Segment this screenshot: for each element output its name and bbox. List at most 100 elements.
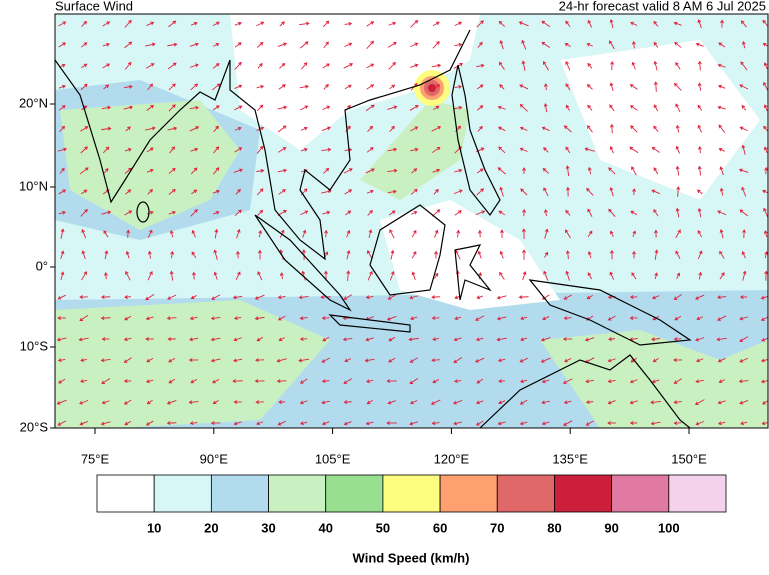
arrow [673,378,682,384]
colorbar-label: 50 [376,520,390,535]
arrow [409,295,419,300]
arrow [698,271,703,280]
arrow [650,421,661,426]
arrow [147,229,153,238]
arrow [497,126,506,132]
colorbar-title: Wind Speed (km/h) [353,550,470,565]
arrow [299,400,308,405]
arrow [411,271,416,280]
arrow [80,146,88,154]
arrow [232,295,243,300]
arrow [146,104,154,111]
arrow [719,187,724,196]
arrow [189,105,200,110]
arrow [697,60,702,71]
arrow [146,21,155,26]
arrow [432,84,441,90]
coastline [55,59,231,204]
arrow [761,337,768,342]
arrow [255,358,265,363]
color-box [210,474,269,513]
arrow [652,295,660,300]
arrow [123,357,132,363]
arrow [542,60,549,71]
arrow [257,104,264,112]
arrow [522,208,526,217]
arrow [760,379,768,384]
arrow [190,147,199,152]
arrow [609,123,614,134]
arrow [475,337,484,342]
arrow [739,295,748,299]
arrow [211,83,221,91]
arrow [585,379,594,384]
arrow [167,126,178,131]
arrow [410,126,419,132]
arrow [58,42,67,48]
arrow [586,187,594,196]
arrow [346,229,351,238]
lat-label: 10°N [19,178,48,193]
arrow [190,378,198,384]
arrow [146,357,154,363]
arrow [673,21,682,26]
arrow [584,337,595,342]
arrow [277,42,288,47]
arrow [124,210,133,216]
arrow [256,84,265,89]
arrow [499,84,505,90]
arrow [300,105,309,111]
arrow [366,189,374,194]
arrow [496,337,507,342]
arrow [366,147,374,153]
arrow [236,228,241,239]
arrow [718,379,725,384]
arrow [738,379,749,384]
arrow [431,63,442,68]
coastline [136,201,150,223]
color-box [268,474,327,513]
arrow [540,337,551,342]
arrow [366,84,375,90]
arrow [587,62,593,69]
arrow [258,229,263,238]
arrow [213,210,220,215]
arrow [475,357,485,363]
arrow [80,208,88,217]
arrow [344,21,353,26]
arrow [543,209,548,217]
arrow [719,229,724,239]
arrow [322,20,330,28]
arrow [718,147,725,152]
arrow [188,358,199,362]
arrow [343,294,353,300]
arrow [279,272,284,280]
arrow [520,337,528,342]
arrow [166,400,177,405]
arrow [81,250,86,260]
arrow [673,400,682,405]
arrow [234,147,243,153]
arrow [409,357,418,363]
arrow [741,251,746,259]
arrow [234,84,243,89]
arrow [478,229,482,238]
map [55,14,768,428]
arrow [717,295,727,300]
color-box [325,474,384,513]
arrow [476,63,485,68]
coastline [229,29,471,261]
arrow [189,63,199,68]
color-box [611,474,670,513]
arrow [57,147,68,152]
lon-label: 150°E [671,451,707,466]
arrow [191,229,196,238]
arrow [254,316,265,321]
arrow [81,228,87,239]
arrow [387,400,396,405]
arrow [298,358,309,363]
arrow [409,105,419,111]
arrow [389,229,395,239]
arrow [697,165,702,176]
